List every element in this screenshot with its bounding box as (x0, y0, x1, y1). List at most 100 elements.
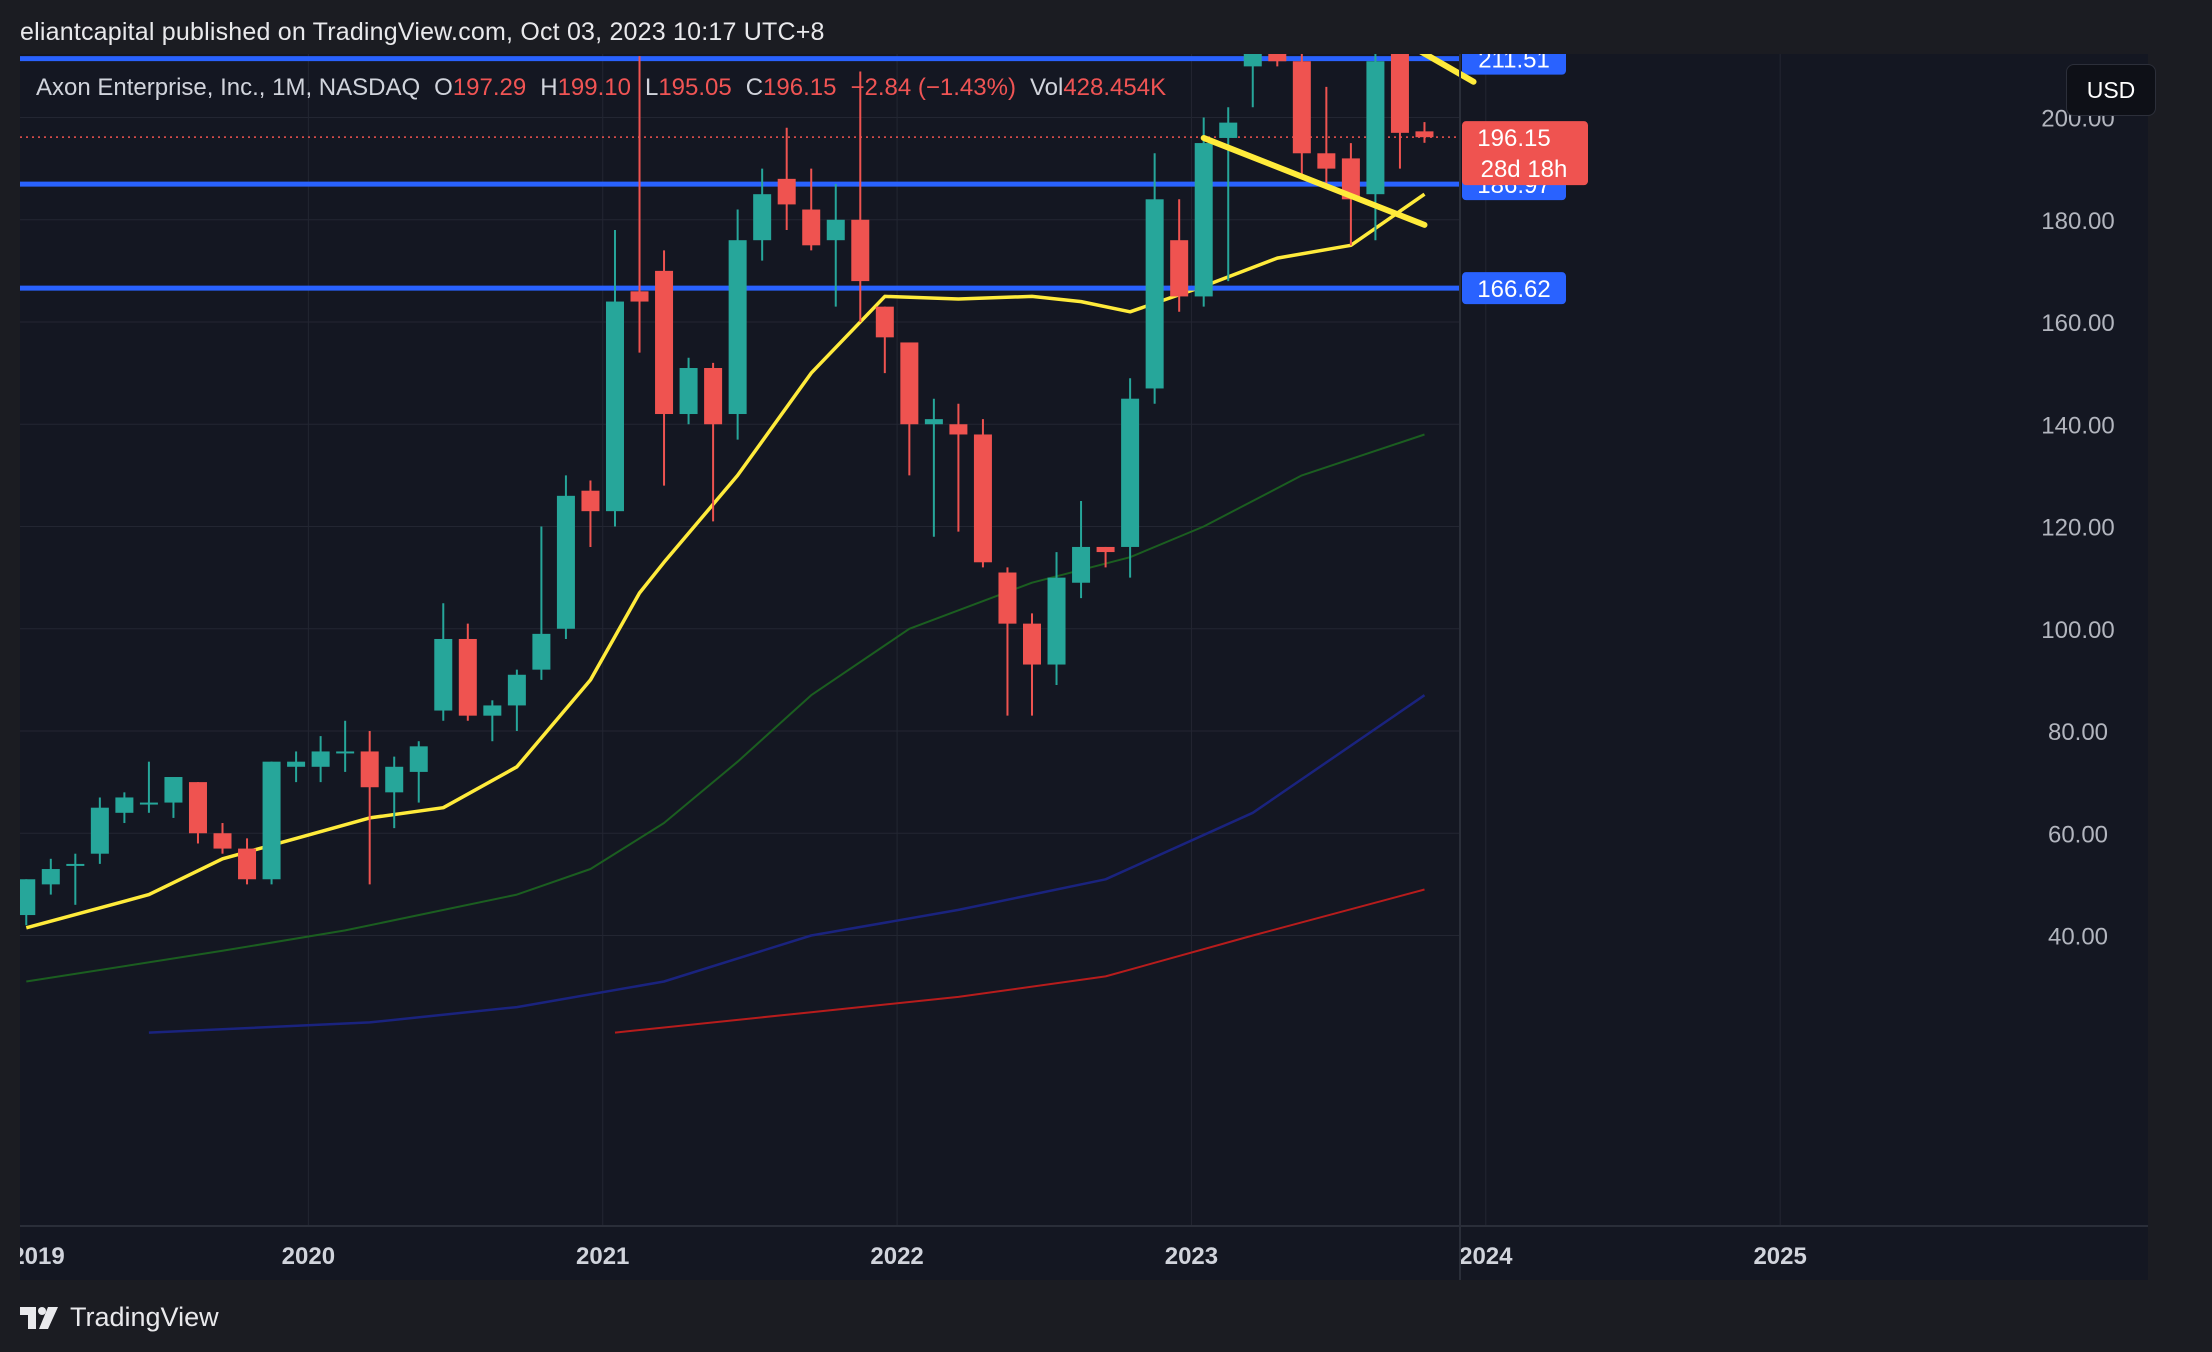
candle-body (802, 209, 821, 246)
candle-body (66, 863, 85, 866)
y-tick-label: 80.00 (2048, 719, 2108, 746)
candle-body (949, 424, 968, 435)
candle-body (507, 674, 526, 706)
candle-body (1292, 61, 1311, 154)
candle-body (213, 833, 232, 849)
candle-body (188, 782, 207, 834)
trendline (1200, 134, 1428, 228)
candle-body (777, 178, 796, 205)
candle-body (434, 638, 453, 711)
candle-body (1390, 54, 1409, 133)
volume-label: Vol (1029, 74, 1064, 101)
candle-body (1022, 623, 1041, 665)
candle-body (336, 751, 355, 754)
candle-body (311, 751, 330, 767)
candle-body (1415, 131, 1434, 138)
candle-body (41, 869, 60, 885)
candle-body (20, 879, 36, 916)
candle-body (532, 633, 551, 670)
publisher-line: eliantcapital published on TradingView.c… (20, 18, 825, 46)
candle-body (728, 240, 747, 415)
x-tick-label: 2020 (282, 1243, 335, 1270)
candle-body (924, 419, 943, 425)
candle-body (630, 291, 649, 302)
candle-body (704, 368, 723, 425)
candle-body (90, 807, 109, 854)
y-tick-label: 100.00 (2041, 617, 2114, 644)
currency-button[interactable]: USD (2066, 64, 2156, 116)
last-price-label: 196.15 (1477, 125, 1550, 152)
trendline (1419, 54, 1477, 85)
candle-body (1194, 143, 1213, 297)
high-label: H (540, 74, 558, 101)
level-tag (1462, 272, 1566, 305)
tradingview-logo-icon (20, 1306, 58, 1329)
moving-averages (25, 192, 1426, 1034)
change-value: −2.84 (−1.43%) (850, 74, 1016, 101)
candle-body (605, 301, 624, 512)
candle-body (900, 342, 919, 425)
moving-average-ma50 (26, 433, 1425, 983)
x-tick-label: 2024 (1459, 1243, 1513, 1270)
moving-average-ma200 (614, 888, 1425, 1034)
level-tag-label: 211.51 (1478, 54, 1550, 74)
y-tick-label: 40.00 (2048, 924, 2108, 951)
moving-average-ma100 (148, 694, 1426, 1034)
x-tick-label: 2021 (576, 1243, 629, 1270)
level-tag-label: 166.62 (1477, 276, 1550, 303)
candle-body (1268, 54, 1287, 62)
candle-body (998, 572, 1017, 624)
y-tick-label: 160.00 (2041, 310, 2114, 337)
symbol-name: Axon Enterprise, Inc., 1M, NASDAQ (36, 74, 421, 101)
candle-body (655, 270, 674, 415)
y-tick-label: 60.00 (2048, 821, 2108, 848)
symbol-legend: Axon Enterprise, Inc., 1M, NASDAQ O197.29… (36, 74, 1166, 102)
candle-body (139, 802, 158, 805)
candle-body (115, 797, 134, 813)
candle-body (679, 368, 698, 415)
candle-body (1145, 199, 1164, 389)
y-tick-label: 120.00 (2041, 515, 2114, 542)
candle-body (1243, 54, 1262, 67)
candle-body (1047, 577, 1066, 665)
level-tag (1462, 54, 1566, 75)
candle-body (360, 751, 379, 788)
candle-body (851, 219, 870, 282)
candle-body (458, 638, 477, 716)
x-tick-label: 2022 (870, 1243, 923, 1270)
candle-body (1341, 158, 1360, 200)
low-label: L (644, 74, 659, 101)
candle-body (238, 848, 257, 880)
candle-body (581, 490, 600, 512)
candle-body (385, 766, 404, 793)
candle-body (483, 705, 502, 716)
candle-body (1072, 546, 1091, 583)
y-tick-label: 180.00 (2041, 208, 2114, 235)
candle-body (409, 746, 428, 772)
candle-body (262, 761, 281, 880)
candle-body (826, 219, 845, 241)
y-tick-label: 140.00 (2041, 412, 2114, 439)
tradingview-logo[interactable]: TradingView (20, 1302, 219, 1333)
candle-body (1121, 398, 1140, 547)
high-value: 199.10 (557, 74, 631, 101)
candle-body (753, 194, 772, 241)
open-value: 197.29 (452, 74, 527, 101)
candle-body (875, 306, 894, 338)
x-tick-label: 2019 (20, 1243, 65, 1270)
candle-body (1096, 546, 1115, 553)
candle-body (1170, 240, 1189, 297)
candle-body (1219, 122, 1238, 138)
x-tick-label: 2023 (1165, 1243, 1218, 1270)
grid-lines (20, 54, 1781, 1226)
candle-body (164, 777, 183, 803)
axes: 40.00 60.00 80.00 100.00 120.00 140.00 160.00 1… (20, 54, 2148, 1280)
open-label: O (434, 74, 453, 101)
trendlines (1200, 54, 1477, 228)
candle-body (556, 495, 575, 629)
close-value: 196.15 (763, 74, 837, 101)
candles (20, 54, 1434, 926)
